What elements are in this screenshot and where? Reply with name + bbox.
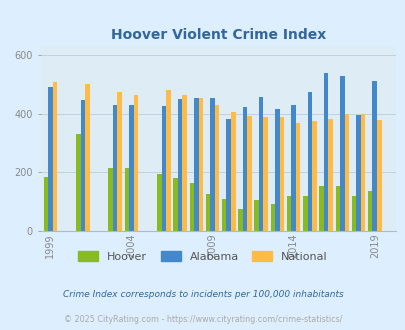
- Bar: [198, 98, 202, 231]
- Bar: [85, 84, 90, 231]
- Text: Crime Index corresponds to incidents per 100,000 inhabitants: Crime Index corresponds to incidents per…: [62, 290, 343, 299]
- Bar: [205, 194, 210, 231]
- Bar: [323, 74, 328, 231]
- Bar: [356, 115, 360, 231]
- Bar: [177, 99, 182, 231]
- Bar: [173, 178, 177, 231]
- Bar: [182, 95, 186, 231]
- Bar: [113, 105, 117, 231]
- Bar: [108, 168, 113, 231]
- Bar: [286, 196, 291, 231]
- Bar: [275, 109, 279, 231]
- Bar: [311, 121, 316, 231]
- Bar: [129, 105, 133, 231]
- Bar: [376, 119, 381, 231]
- Bar: [371, 81, 376, 231]
- Bar: [222, 199, 226, 231]
- Text: © 2025 CityRating.com - https://www.cityrating.com/crime-statistics/: © 2025 CityRating.com - https://www.city…: [64, 315, 341, 324]
- Bar: [43, 177, 48, 231]
- Bar: [254, 200, 258, 231]
- Bar: [318, 186, 323, 231]
- Bar: [351, 196, 356, 231]
- Bar: [263, 116, 267, 231]
- Bar: [339, 77, 344, 231]
- Bar: [53, 82, 57, 231]
- Bar: [226, 119, 230, 231]
- Bar: [270, 204, 275, 231]
- Bar: [189, 183, 194, 231]
- Bar: [291, 106, 295, 231]
- Bar: [328, 119, 332, 231]
- Bar: [76, 134, 80, 231]
- Bar: [242, 107, 247, 231]
- Bar: [214, 105, 219, 231]
- Bar: [247, 116, 251, 231]
- Bar: [307, 92, 311, 231]
- Bar: [302, 196, 307, 231]
- Bar: [335, 185, 339, 231]
- Bar: [295, 123, 300, 231]
- Bar: [258, 97, 263, 231]
- Bar: [117, 92, 122, 231]
- Bar: [238, 209, 242, 231]
- Title: Hoover Violent Crime Index: Hoover Violent Crime Index: [110, 28, 325, 42]
- Bar: [210, 98, 214, 231]
- Bar: [48, 87, 53, 231]
- Bar: [80, 100, 85, 231]
- Bar: [367, 191, 371, 231]
- Bar: [279, 117, 283, 231]
- Bar: [157, 174, 161, 231]
- Bar: [344, 114, 348, 231]
- Bar: [133, 95, 138, 231]
- Bar: [360, 114, 364, 231]
- Bar: [124, 168, 129, 231]
- Bar: [161, 106, 166, 231]
- Bar: [194, 98, 198, 231]
- Bar: [166, 90, 170, 231]
- Legend: Hoover, Alabama, National: Hoover, Alabama, National: [78, 251, 327, 262]
- Bar: [230, 112, 235, 231]
